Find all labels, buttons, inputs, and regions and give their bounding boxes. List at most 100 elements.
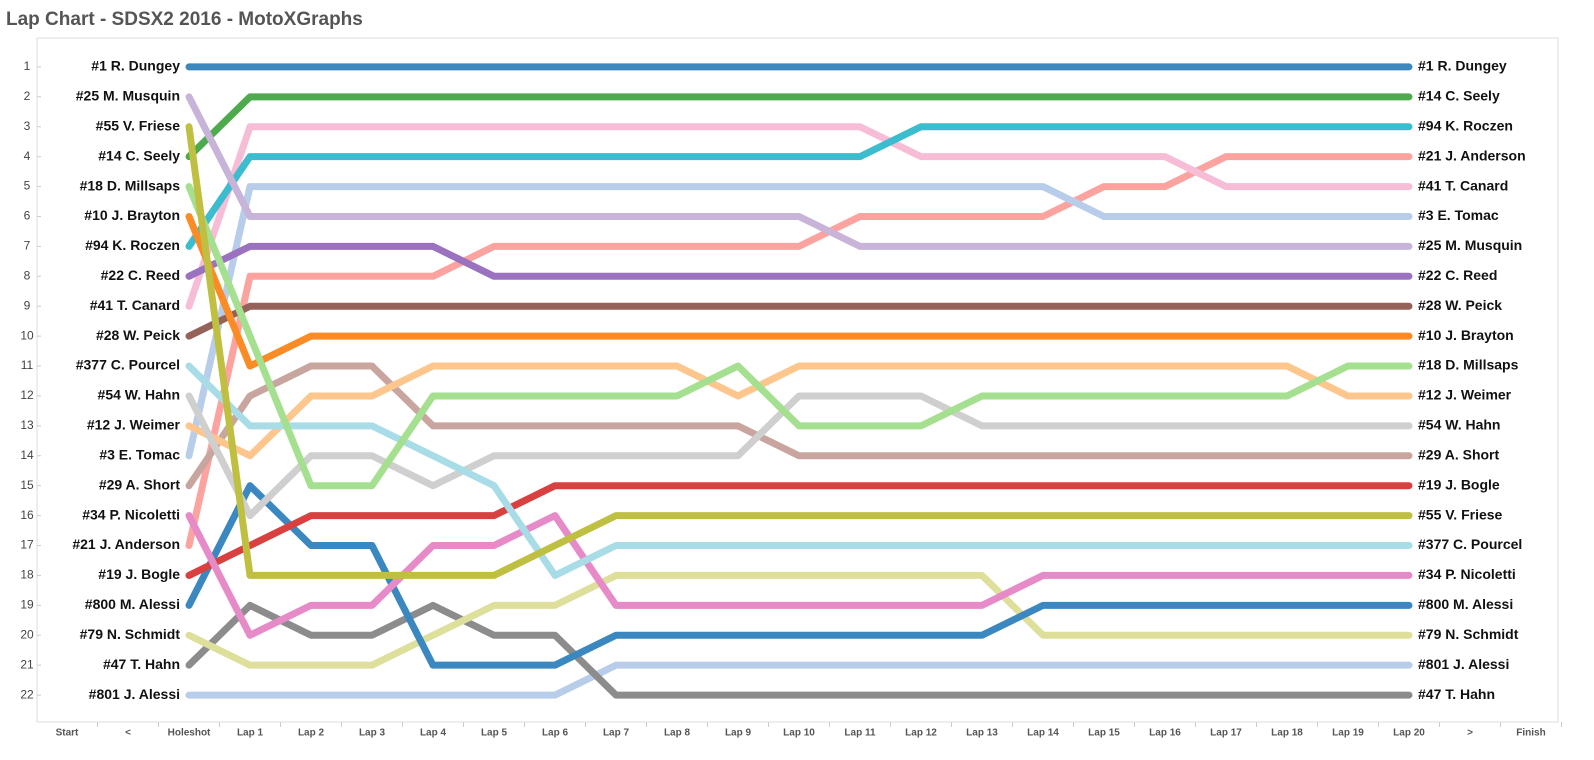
y-tick-label: 14 xyxy=(20,448,34,462)
y-tick-label: 9 xyxy=(24,298,31,312)
y-tick-label: 16 xyxy=(20,508,34,522)
x-tick-label: Lap 15 xyxy=(1088,728,1120,739)
end-label: #55 V. Friese xyxy=(1418,506,1503,522)
start-label: #25 M. Musquin xyxy=(76,88,180,104)
y-tick-label: 21 xyxy=(20,657,34,671)
y-tick-label: 8 xyxy=(24,268,31,282)
x-tick-label: Lap 16 xyxy=(1149,728,1181,739)
y-tick-label: 18 xyxy=(20,568,34,582)
y-tick-label: 4 xyxy=(24,149,31,163)
x-tick-label: Lap 14 xyxy=(1027,728,1059,739)
y-tick-label: 13 xyxy=(20,418,34,432)
rider-line xyxy=(185,183,1413,460)
start-label: #377 C. Pourcel xyxy=(76,357,180,373)
y-tick-label: 11 xyxy=(21,358,34,372)
y-tick-label: 6 xyxy=(24,209,31,223)
end-label: #801 J. Alessi xyxy=(1418,656,1509,672)
start-label: #12 J. Weimer xyxy=(87,417,181,433)
rider-line xyxy=(185,302,1413,340)
x-tick-label: Lap 11 xyxy=(844,728,876,739)
x-tick-label: Lap 12 xyxy=(905,728,937,739)
rider-line xyxy=(185,661,1413,699)
end-label: #18 D. Millsaps xyxy=(1418,357,1519,373)
x-tick-label: Lap 20 xyxy=(1393,728,1425,739)
chart-title: Lap Chart - SDSX2 2016 - MotoXGraphs xyxy=(6,9,363,30)
x-tick-label: Start xyxy=(56,728,79,739)
end-label: #22 C. Reed xyxy=(1418,267,1497,283)
rider-line xyxy=(185,153,1413,550)
y-tick-label: 7 xyxy=(24,239,31,253)
rider-line xyxy=(185,212,1413,370)
x-tick-label: Lap 17 xyxy=(1210,728,1242,739)
start-label: #14 C. Seely xyxy=(98,147,180,163)
x-tick-label: Lap 13 xyxy=(966,728,998,739)
end-label: #47 T. Hahn xyxy=(1418,686,1495,702)
start-label: #1 R. Dungey xyxy=(91,58,180,74)
start-label: #94 K. Roczen xyxy=(85,237,180,253)
start-label: #801 J. Alessi xyxy=(89,686,180,702)
start-label: #41 T. Canard xyxy=(90,297,180,313)
start-label: #28 W. Peick xyxy=(96,327,180,343)
start-label: #10 J. Brayton xyxy=(84,207,180,223)
rider-line xyxy=(185,601,1413,699)
x-tick-label: Lap 19 xyxy=(1332,728,1364,739)
start-label: #800 M. Alessi xyxy=(85,596,180,612)
end-label: #377 C. Pourcel xyxy=(1418,536,1522,552)
rider-line xyxy=(185,242,1413,280)
y-tick-label: 12 xyxy=(20,388,34,402)
y-tick-label: 15 xyxy=(20,478,34,492)
start-label: #47 T. Hahn xyxy=(103,656,180,672)
end-label: #34 P. Nicoletti xyxy=(1418,566,1516,582)
y-tick-label: 22 xyxy=(20,687,34,701)
end-label: #79 N. Schmidt xyxy=(1418,626,1519,642)
start-label: #19 J. Bogle xyxy=(98,566,180,582)
x-tick-label: Lap 2 xyxy=(298,728,325,739)
y-tick-label: 2 xyxy=(24,89,31,103)
plot-frame xyxy=(36,37,1559,723)
x-tick-label: Lap 6 xyxy=(542,728,569,739)
start-label: #34 P. Nicoletti xyxy=(82,506,180,522)
rider-line xyxy=(185,183,1413,490)
end-label: #800 M. Alessi xyxy=(1418,596,1513,612)
y-tick-label: 19 xyxy=(20,598,34,612)
rider-line xyxy=(185,512,1413,639)
x-tick-label: Holeshot xyxy=(168,728,211,739)
x-tick-label: Lap 10 xyxy=(783,728,815,739)
start-label: #18 D. Millsaps xyxy=(80,177,181,193)
end-label: #12 J. Weimer xyxy=(1418,387,1512,403)
y-tick-label: 5 xyxy=(24,179,31,193)
x-tick-label: Lap 18 xyxy=(1271,728,1303,739)
end-label: #25 M. Musquin xyxy=(1418,237,1522,253)
end-label: #1 R. Dungey xyxy=(1418,58,1507,74)
rider-line xyxy=(185,362,1413,460)
x-tick-label: Lap 1 xyxy=(237,728,264,739)
rider-line xyxy=(185,392,1413,520)
start-label: #79 N. Schmidt xyxy=(80,626,181,642)
y-tick-label: 3 xyxy=(24,119,31,133)
end-label: #41 T. Canard xyxy=(1418,177,1508,193)
start-label: #3 E. Tomac xyxy=(99,446,180,462)
end-label: #3 E. Tomac xyxy=(1418,207,1499,223)
rider-line xyxy=(185,123,1413,250)
start-label: #22 C. Reed xyxy=(101,267,180,283)
start-label: #55 V. Friese xyxy=(96,117,181,133)
rider-line xyxy=(185,123,1413,579)
end-label: #10 J. Brayton xyxy=(1418,327,1514,343)
x-tick-label: Lap 9 xyxy=(725,728,752,739)
start-label: #21 J. Anderson xyxy=(72,536,180,552)
end-label: #94 K. Roczen xyxy=(1418,117,1513,133)
end-label: #19 J. Bogle xyxy=(1418,476,1500,492)
rider-line xyxy=(185,362,1413,579)
rider-line xyxy=(185,482,1413,579)
x-tick-label: Lap 4 xyxy=(420,728,447,739)
x-tick-label: Lap 7 xyxy=(603,728,630,739)
x-tick-label: < xyxy=(125,728,131,739)
rider-line xyxy=(185,123,1413,310)
end-label: #14 C. Seely xyxy=(1418,88,1500,104)
y-tick-label: 1 xyxy=(24,59,31,73)
start-label: #29 A. Short xyxy=(99,476,181,492)
rider-line xyxy=(185,93,1413,161)
x-tick-label: Lap 8 xyxy=(664,728,691,739)
end-label: #54 W. Hahn xyxy=(1418,417,1500,433)
